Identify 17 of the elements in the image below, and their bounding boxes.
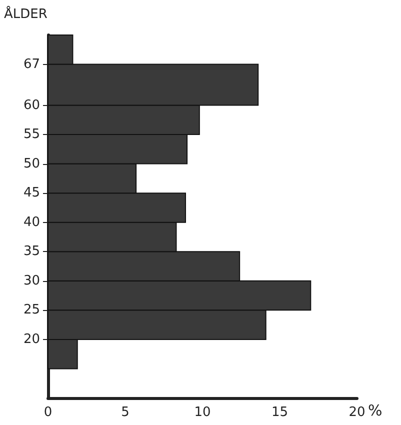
y-tick-label: 35: [23, 244, 40, 260]
x-tick-label: 0: [44, 405, 52, 420]
x-tick-label: 10: [194, 405, 211, 420]
y-tick-label: 20: [23, 332, 40, 347]
x-tick-label: 20: [348, 405, 366, 420]
y-tick-label: 50: [23, 156, 40, 172]
y-tick-label: 40: [23, 214, 40, 230]
y-tick-label: 55: [23, 127, 40, 142]
x-tick-label: 5: [121, 405, 130, 420]
y-tick-label: 45: [23, 186, 40, 201]
y-axis-title: ÅLDER: [4, 5, 48, 22]
x-axis-title: %: [368, 402, 382, 420]
x-tick-label: 15: [271, 405, 288, 420]
y-tick-label: 60: [23, 98, 40, 113]
y-tick-label: 25: [23, 302, 40, 318]
y-tick-label: 30: [23, 273, 40, 288]
y-tick-label: 67: [23, 56, 40, 72]
